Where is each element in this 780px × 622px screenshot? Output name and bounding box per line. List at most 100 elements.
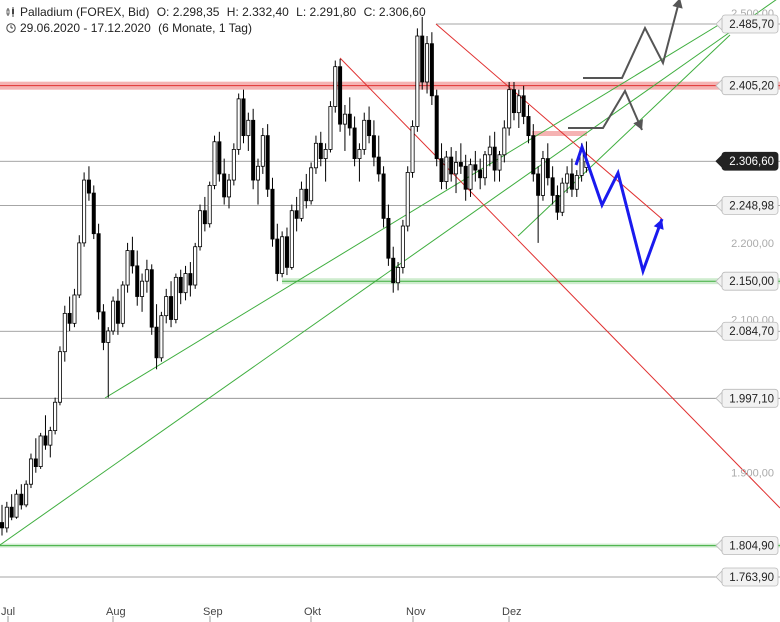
candle [347, 97, 352, 136]
candle [555, 185, 560, 220]
candle-body [144, 269, 149, 282]
candle-body [405, 172, 410, 227]
candle-body [482, 154, 487, 179]
candle [178, 269, 183, 305]
candle-body [338, 66, 343, 125]
level-box-pointer [715, 198, 723, 213]
candle [502, 120, 507, 163]
candle-body [511, 89, 516, 114]
y-tick-label: 1.900,00 [731, 468, 774, 480]
level-box-pointer [715, 274, 723, 289]
candle [391, 246, 396, 293]
candle-body [265, 135, 270, 190]
candle-body [545, 158, 550, 179]
level-value: 2.405,20 [729, 81, 774, 93]
candle [318, 131, 323, 167]
candle [458, 143, 463, 174]
blue-bearish-arrow [574, 142, 664, 277]
candle-body [516, 95, 521, 114]
candle-body [183, 273, 188, 294]
candle [207, 181, 212, 228]
candle-body [86, 179, 91, 194]
candle-body [91, 192, 96, 235]
candle-body [140, 280, 145, 297]
candle [130, 236, 135, 274]
candle-body [193, 246, 198, 286]
candle-body [0, 522, 4, 529]
candle-body [14, 493, 19, 518]
candle-body [526, 116, 531, 137]
candle [545, 143, 550, 186]
instrument-name: Palladium (FOREX, Bid) [20, 5, 150, 19]
period-label: (6 Monate, 1 Tag) [158, 21, 252, 35]
candle [487, 135, 492, 167]
candle-body [28, 458, 33, 485]
candle-body [77, 242, 82, 296]
candle [569, 158, 574, 197]
candle-body [531, 135, 536, 175]
candle [526, 104, 531, 144]
candle [241, 89, 246, 144]
candle [275, 223, 280, 282]
close-value: C: 2.306,60 [363, 5, 426, 19]
candle [284, 227, 289, 276]
candle [77, 235, 82, 299]
candle-body [227, 179, 232, 198]
candle [115, 288, 120, 335]
candle [0, 504, 4, 536]
candle [101, 304, 106, 351]
candle-body [207, 185, 212, 225]
y-axis: 2.500,002.200,002.100,001.900,002.485,70… [715, 8, 779, 587]
candle [260, 127, 265, 174]
candle [227, 173, 232, 209]
candle [342, 104, 347, 151]
candle-body [396, 267, 401, 284]
date-range: 29.06.2020 - 17.12.2020 [20, 21, 151, 35]
candle-body [82, 179, 87, 244]
candle-body [280, 236, 285, 274]
candle [454, 150, 459, 194]
low-value: L: 2.291,80 [296, 5, 357, 19]
candle [357, 143, 362, 182]
candle-body [492, 146, 497, 171]
candle-body [135, 265, 140, 297]
candle-body [521, 95, 526, 117]
candle-body [487, 146, 492, 156]
candle-body [164, 296, 169, 317]
candle-body [53, 401, 58, 431]
candle-body [550, 177, 555, 196]
candle-body [236, 98, 241, 150]
candle [48, 426, 53, 458]
level-value: 1.763,90 [729, 572, 774, 584]
candle-body [502, 127, 507, 156]
level-box-pointer [715, 154, 723, 169]
candle [400, 219, 405, 274]
candle [429, 32, 434, 105]
candle-body [149, 269, 154, 328]
candle-body [275, 238, 280, 274]
candle [333, 60, 338, 113]
level-price-label: 2.150,00 [715, 271, 779, 291]
candle [4, 501, 9, 533]
candle [468, 158, 473, 197]
candle-body [540, 158, 545, 196]
candle-body [463, 165, 468, 190]
candle-body [120, 284, 125, 324]
candle-body [169, 296, 174, 320]
candle-body [444, 156, 449, 182]
candle [86, 166, 91, 201]
candle-body [478, 169, 483, 179]
candle-body [159, 315, 164, 359]
level-price-label: 2.248,98 [715, 195, 779, 215]
level-value: 2.084,70 [729, 326, 774, 338]
x-tick-label: Nov [406, 606, 426, 618]
candle [62, 305, 67, 362]
blue-bearish-arrow-head [653, 219, 664, 230]
candle [270, 177, 275, 247]
candle [434, 89, 439, 167]
level-box-pointer [715, 570, 723, 584]
candle-body [57, 351, 62, 403]
candle [420, 16, 425, 90]
level-price-label: 2.485,70 [715, 14, 779, 34]
